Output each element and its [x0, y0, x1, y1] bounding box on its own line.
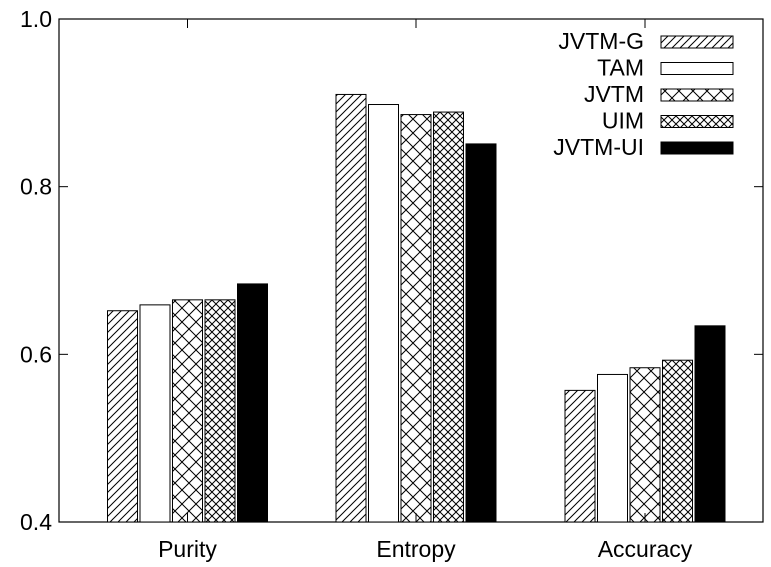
bar-jvtm-ui-entropy [465, 143, 497, 523]
y-tick-label: 0.4 [20, 509, 52, 535]
legend-label: UIM [602, 108, 644, 134]
bar-uim-entropy [433, 111, 464, 523]
bar-jvtm-accuracy [629, 367, 661, 523]
legend-swatch [660, 88, 734, 102]
bar-jvtm-entropy [400, 114, 432, 523]
y-axis: 0.4 0.6 0.8 1.0 [20, 6, 763, 535]
y-tick-label: 1.0 [20, 6, 52, 32]
legend-label: JVTM [584, 81, 644, 107]
x-category-label: Purity [158, 536, 217, 562]
x-category-label: Entropy [376, 536, 456, 562]
bar-jvtm-g-purity [107, 310, 138, 523]
bar-uim-purity [204, 299, 236, 523]
y-tick-label: 0.8 [20, 174, 52, 200]
legend-swatch [660, 35, 734, 49]
bar-jvtm-g-accuracy [564, 389, 596, 523]
bar-jvtm-g-entropy [335, 93, 367, 523]
x-axis: Purity Entropy Accuracy [158, 19, 693, 562]
legend-label: TAM [597, 55, 644, 81]
legend-label: JVTM-G [558, 28, 644, 54]
bar-tam-entropy [368, 104, 399, 523]
legend-swatch [660, 141, 734, 155]
bar-jvtm-purity [172, 299, 203, 523]
legend-swatch [660, 115, 734, 128]
legend-swatch [660, 62, 734, 75]
bar-uim-accuracy [662, 359, 693, 523]
bar-tam-purity [139, 304, 171, 523]
x-category-label: Accuracy [598, 536, 693, 562]
legend-label: JVTM-UI [553, 134, 644, 160]
y-tick-label: 0.6 [20, 341, 52, 367]
bars-layer [107, 93, 726, 523]
bar-tam-accuracy [597, 373, 628, 523]
bar-jvtm-ui-purity [237, 283, 268, 523]
bar-jvtm-ui-accuracy [694, 325, 726, 523]
